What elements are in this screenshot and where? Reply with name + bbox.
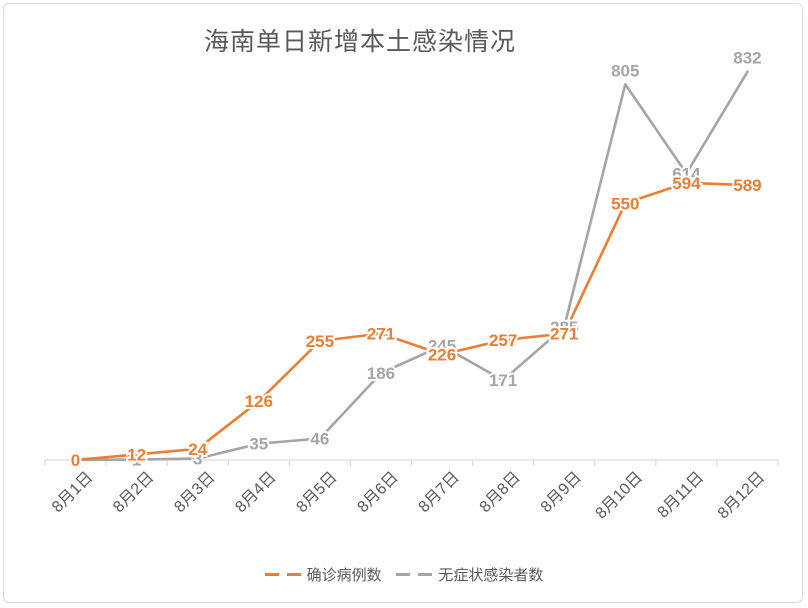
data-label: 589: [733, 176, 761, 195]
data-label: 46: [310, 430, 329, 449]
data-label: 171: [489, 371, 517, 390]
x-tick-label: 8月11日: [655, 469, 708, 522]
data-label: 255: [306, 332, 334, 351]
x-tick-label: 8月8日: [477, 469, 524, 516]
data-label: 285: [550, 318, 578, 337]
x-tick-labels: 8月1日 8月2日 8月3日 8月4日 8月5日 8月6日 8月7日 8月8日 8月9日 8月10…: [49, 469, 768, 523]
data-label: 3: [193, 450, 202, 469]
data-label: 832: [733, 49, 761, 68]
data-label: 0: [71, 451, 80, 470]
data-label: 594: [672, 174, 701, 193]
data-label: 1: [132, 451, 141, 470]
x-tick-label: 8月6日: [355, 469, 402, 516]
x-axis: [44, 459, 779, 466]
data-label: 550: [611, 194, 639, 213]
x-tick-label: 8月5日: [293, 469, 340, 516]
x-tick-label: 8月12日: [715, 469, 769, 523]
legend: 确诊病例数 无症状感染者数: [0, 562, 808, 585]
x-tick-label: 8月9日: [538, 469, 585, 516]
data-label: 126: [245, 392, 273, 411]
data-label: 186: [367, 364, 395, 383]
data-label: 226: [428, 346, 456, 365]
series-line-0: [74, 181, 749, 462]
x-tick-label: 8月4日: [232, 469, 279, 516]
data-label: 271: [550, 325, 578, 344]
legend-swatch-asymptomatic: [396, 573, 433, 576]
series-line-1: [74, 70, 749, 462]
x-tick-label: 8月7日: [416, 469, 463, 516]
data-label: 271: [367, 325, 395, 344]
legend-item-confirmed: 确诊病例数: [264, 564, 382, 585]
chart-frame: [3, 3, 803, 603]
legend-swatch-confirmed: [264, 573, 301, 576]
chart-title: 海南单日新增本土感染情况: [203, 27, 516, 56]
data-label: 24: [188, 440, 207, 459]
x-tick-label: 8月10日: [593, 469, 647, 523]
x-tick-label: 8月3日: [171, 469, 218, 516]
series-layer: [74, 70, 749, 462]
data-label: 0: [71, 451, 80, 470]
data-label: 35: [249, 435, 268, 454]
legend-item-asymptomatic: 无症状感染者数: [396, 564, 543, 585]
legend-label-confirmed: 确诊病例数: [306, 566, 382, 584]
x-tick-label: 8月2日: [110, 469, 157, 516]
data-label: 257: [489, 331, 517, 350]
data-label: 614: [672, 164, 701, 183]
legend-label-asymptomatic: 无症状感染者数: [438, 566, 544, 584]
x-tick-label: 8月1日: [49, 469, 96, 516]
data-label: 245: [428, 337, 456, 356]
data-label: 12: [127, 445, 146, 464]
data-label: 805: [611, 61, 639, 80]
